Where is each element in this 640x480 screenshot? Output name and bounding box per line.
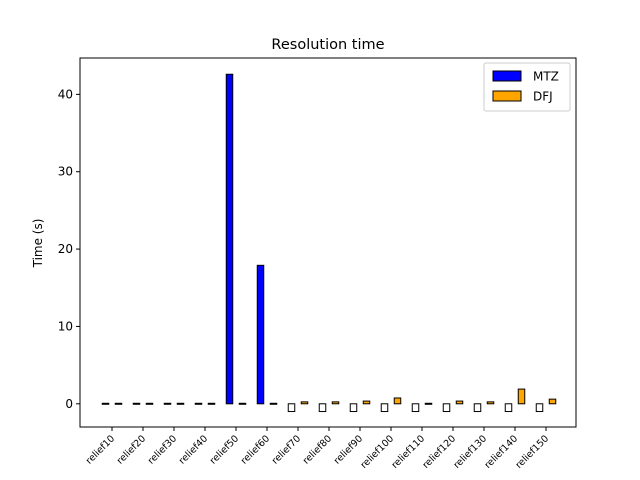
bar-mtz-relief50 — [225, 73, 234, 405]
bar-mtz-relief80 — [318, 403, 327, 413]
legend-label-dfj: DFJ — [533, 90, 553, 104]
bar-mtz-relief100 — [380, 403, 389, 413]
y-tick-label-10: 10 — [58, 319, 73, 333]
bar-mtz-relief70 — [287, 403, 296, 413]
bar-mtz-relief40 — [194, 402, 203, 405]
bar-mtz-relief90 — [349, 403, 358, 413]
bar-dfj-relief130 — [486, 401, 495, 405]
y-tick-label-0: 0 — [65, 397, 73, 411]
bar-dfj-relief60 — [269, 402, 278, 405]
bar-mtz-relief120 — [442, 403, 451, 413]
bar-mtz-relief30 — [163, 402, 172, 405]
bar-dfj-relief150 — [548, 398, 557, 405]
bar-mtz-relief60 — [256, 264, 265, 405]
bar-mtz-relief10 — [101, 402, 110, 405]
axes-frame — [79, 57, 577, 428]
y-axis-label: Time (s) — [31, 219, 45, 269]
bar-mtz-relief150 — [535, 403, 544, 413]
bar-dfj-relief40 — [207, 402, 216, 405]
bar-dfj-relief20 — [145, 402, 154, 405]
bar-dfj-relief50 — [238, 402, 247, 405]
bar-dfj-relief110 — [424, 402, 433, 405]
bar-dfj-relief90 — [362, 400, 371, 405]
y-tick-label-20: 20 — [58, 242, 73, 256]
bar-dfj-relief80 — [331, 401, 340, 405]
y-tick-label-30: 30 — [58, 165, 73, 179]
legend-swatch-mtz — [492, 70, 522, 82]
legend-label-mtz: MTZ — [533, 70, 559, 84]
bar-mtz-relief110 — [411, 403, 420, 413]
legend: MTZ DFJ — [483, 62, 571, 112]
bar-mtz-relief20 — [132, 402, 141, 405]
legend-swatch-dfj — [492, 90, 522, 102]
bar-dfj-relief30 — [176, 402, 185, 405]
bar-dfj-relief140 — [517, 388, 526, 405]
bar-dfj-relief120 — [455, 400, 464, 405]
bar-dfj-relief10 — [114, 402, 123, 405]
bar-mtz-relief130 — [473, 403, 482, 413]
bar-mtz-relief140 — [504, 403, 513, 413]
bar-dfj-relief100 — [393, 397, 402, 405]
bar-dfj-relief70 — [300, 401, 309, 405]
y-tick-label-40: 40 — [58, 87, 73, 101]
chart-title: Resolution time — [271, 37, 384, 53]
